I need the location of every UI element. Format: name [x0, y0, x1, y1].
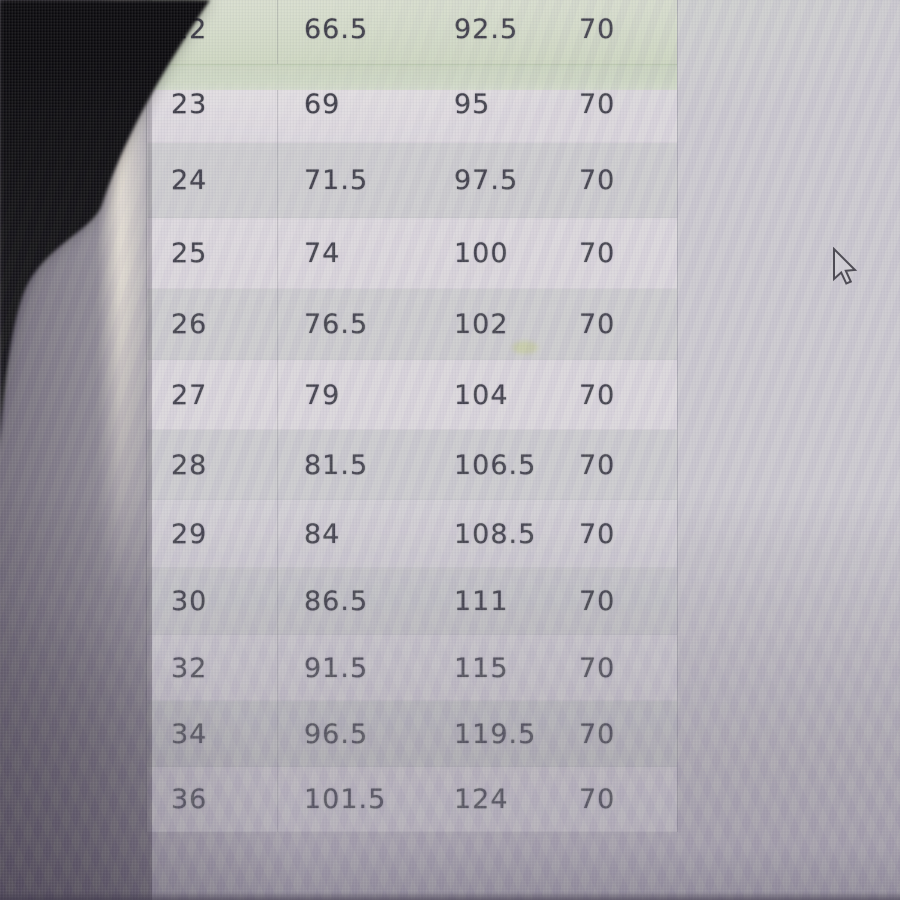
value-cell: 101.5 [304, 784, 387, 815]
value-cell: 70 [579, 784, 616, 815]
bottom-edge-shadow [0, 892, 900, 900]
value-cell: 81.5 [304, 449, 369, 481]
value-cell: 108.5 [454, 518, 537, 550]
table-row: 22 66.5 92.5 70 [147, 0, 677, 66]
value-cell: 115 [454, 652, 509, 684]
table-row: 25 74 100 70 [147, 218, 677, 289]
value-cell: 70 [579, 238, 616, 269]
value-cell: 70 [579, 13, 616, 45]
value-cell: 95 [454, 89, 491, 120]
size-cell: 23 [147, 66, 278, 143]
value-cell: 106.5 [454, 449, 537, 481]
value-cell: 96.5 [304, 718, 369, 750]
value-cell: 79 [304, 379, 341, 411]
value-cell: 70 [579, 165, 616, 196]
value-cell: 70 [579, 718, 616, 750]
left-shadow-gradient [0, 0, 152, 900]
value-cell: 74 [304, 238, 341, 269]
table-row: 26 76.5 102 70 [147, 289, 677, 360]
arrow-pointer-icon [833, 247, 858, 285]
size-cell: 30 [147, 568, 278, 635]
value-cell: 69 [304, 89, 341, 120]
value-cell: 70 [579, 652, 616, 684]
size-table-body: 22 66.5 92.5 70 23 69 95 70 24 71.5 97.5… [147, 0, 677, 832]
value-cell: 119.5 [454, 718, 537, 750]
value-cell: 70 [579, 449, 616, 481]
size-cell: 25 [147, 218, 278, 289]
size-cell: 34 [147, 701, 278, 767]
value-cell: 70 [579, 586, 616, 617]
value-cell: 86.5 [304, 586, 369, 617]
table-row: 34 96.5 119.5 70 [147, 701, 677, 767]
size-table: 22 66.5 92.5 70 23 69 95 70 24 71.5 97.5… [146, 0, 678, 832]
value-cell: 92.5 [454, 13, 519, 45]
value-cell: 91.5 [304, 652, 369, 684]
value-cell: 76.5 [304, 309, 369, 340]
value-cell: 100 [454, 238, 509, 269]
size-cell: 26 [147, 289, 278, 360]
value-cell: 97.5 [454, 165, 519, 196]
table-row: 24 71.5 97.5 70 [147, 143, 677, 218]
table-row: 32 91.5 115 70 [147, 635, 677, 701]
size-cell: 24 [147, 143, 278, 218]
size-cell: 27 [147, 360, 278, 430]
value-cell: 111 [454, 586, 509, 617]
table-row: 29 84 108.5 70 [147, 500, 677, 568]
size-cell: 22 [147, 0, 278, 66]
table-row: 30 86.5 111 70 [147, 568, 677, 635]
table-row: 36 101.5 124 70 [147, 767, 677, 832]
size-cell: 36 [147, 767, 278, 832]
table-row: 23 69 95 70 [147, 66, 677, 143]
screen-edge-glare [98, 0, 148, 648]
size-cell: 29 [147, 500, 278, 568]
value-cell: 66.5 [304, 13, 369, 45]
value-cell: 70 [579, 379, 616, 411]
value-cell: 104 [454, 379, 509, 411]
size-cell: 28 [147, 430, 278, 500]
value-cell: 70 [579, 89, 616, 120]
value-cell: 124 [454, 784, 509, 815]
value-cell: 84 [304, 518, 341, 550]
value-cell: 70 [579, 309, 616, 340]
table-row: 28 81.5 106.5 70 [147, 430, 677, 500]
value-cell: 70 [579, 518, 616, 550]
size-cell: 32 [147, 635, 278, 701]
value-cell: 102 [454, 309, 509, 340]
table-row: 27 79 104 70 [147, 360, 677, 430]
value-cell: 71.5 [304, 165, 369, 196]
